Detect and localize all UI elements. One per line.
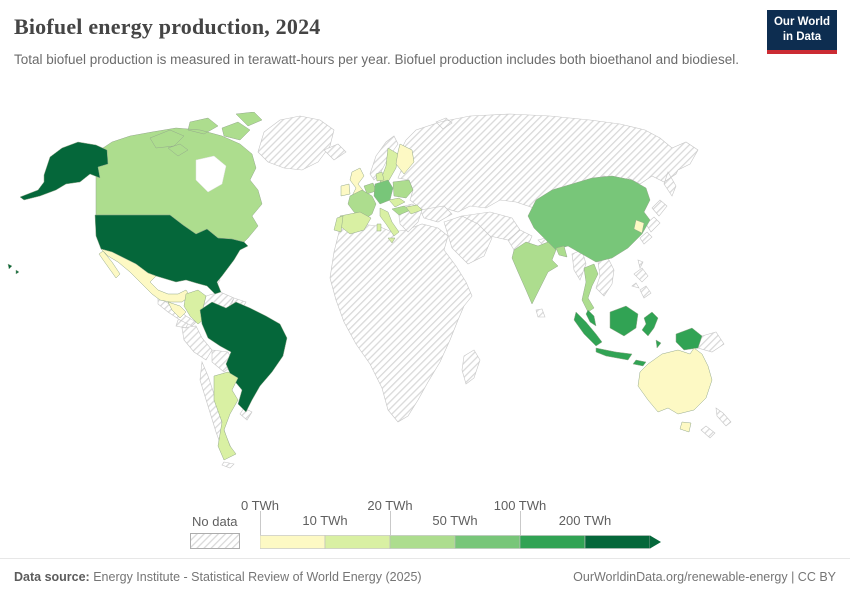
legend-no-data-label: No data — [192, 514, 238, 529]
country-australia[interactable] — [637, 347, 713, 433]
data-source-label: Data source: — [14, 570, 90, 584]
region-indochina-nodata[interactable] — [535, 236, 615, 318]
legend-bin-10-20[interactable] — [324, 535, 391, 549]
legend-bin-20-50[interactable] — [389, 535, 456, 549]
country-india[interactable] — [511, 241, 559, 305]
legend-tick-label-20: 20 TWh — [367, 498, 413, 513]
country-norway-nodata[interactable] — [369, 135, 399, 181]
country-thailand[interactable] — [581, 263, 599, 313]
country-brazil[interactable] — [199, 301, 288, 413]
legend-bin-50-100[interactable] — [454, 535, 521, 549]
country-czechia[interactable] — [388, 197, 406, 208]
country-bangladesh[interactable] — [555, 245, 568, 258]
legend-tick-mark-100 — [520, 511, 521, 535]
legend-bin-100-200[interactable] — [519, 535, 586, 549]
legend-color-bar — [260, 535, 661, 549]
country-portugal[interactable] — [333, 215, 344, 233]
country-poland[interactable] — [392, 179, 414, 199]
country-finland[interactable] — [395, 143, 415, 175]
legend-arrow-cap — [650, 535, 661, 549]
legend-bin-0-10[interactable] — [260, 535, 326, 549]
legend-tick-label-10: 10 TWh — [302, 513, 348, 528]
legend-no-data-swatch[interactable] — [190, 533, 240, 549]
page-title: Biofuel energy production, 2024 — [14, 14, 321, 39]
data-source-line: Data source: Energy Institute - Statisti… — [14, 570, 422, 584]
country-papua-new-guinea-nodata[interactable] — [697, 331, 725, 353]
owid-logo-line2: in Data — [782, 30, 822, 43]
country-philippines-nodata[interactable] — [631, 267, 652, 299]
country-iceland-nodata[interactable] — [323, 143, 347, 161]
country-japan-nodata[interactable] — [639, 199, 668, 245]
legend-tick-mark-0 — [260, 511, 261, 535]
legend-tick-label-0: 0 TWh — [240, 498, 280, 513]
country-ireland[interactable] — [340, 183, 351, 197]
region-central-america[interactable] — [167, 301, 187, 319]
legend-tick-label-50: 50 TWh — [432, 513, 478, 528]
data-source-text: Energy Institute - Statistical Review of… — [89, 570, 422, 584]
legend-tick-label-100: 100 TWh — [493, 498, 547, 513]
country-mexico[interactable] — [98, 248, 191, 303]
owid-logo-line1: Our World — [773, 16, 830, 28]
legend-tick-mark-20 — [390, 511, 391, 535]
region-russia-eurasia-nodata[interactable] — [397, 113, 699, 215]
map-legend: No data 0 TWh 10 TWh 20 TWh 50 TWh 100 T… — [190, 498, 670, 554]
country-malaysia[interactable] — [585, 309, 597, 327]
page-subtitle: Total biofuel production is measured in … — [14, 52, 739, 67]
country-canada[interactable] — [91, 112, 263, 243]
world-choropleth-map — [0, 112, 850, 492]
region-middle-east-nodata[interactable] — [419, 205, 533, 265]
footer: Data source: Energy Institute - Statisti… — [0, 558, 850, 584]
hudson-bay — [195, 155, 227, 193]
country-italy[interactable] — [376, 207, 400, 244]
country-new-zealand-nodata[interactable] — [700, 407, 732, 439]
footer-link[interactable]: OurWorldinData.org/renewable-energy | CC… — [573, 570, 836, 584]
country-united-states[interactable] — [7, 141, 249, 295]
owid-logo[interactable]: Our World in Data — [766, 10, 837, 54]
country-taiwan-nodata[interactable] — [637, 259, 644, 269]
legend-bin-200-plus[interactable] — [584, 535, 651, 549]
country-greenland-nodata[interactable] — [257, 115, 335, 171]
country-south-korea[interactable] — [633, 219, 645, 234]
country-argentina[interactable] — [213, 371, 239, 461]
country-france[interactable] — [347, 189, 377, 221]
country-hungary[interactable] — [405, 204, 423, 215]
country-denmark[interactable] — [375, 171, 385, 182]
region-africa-nodata[interactable] — [329, 223, 481, 423]
legend-tick-label-200: 200 TWh — [558, 513, 612, 528]
